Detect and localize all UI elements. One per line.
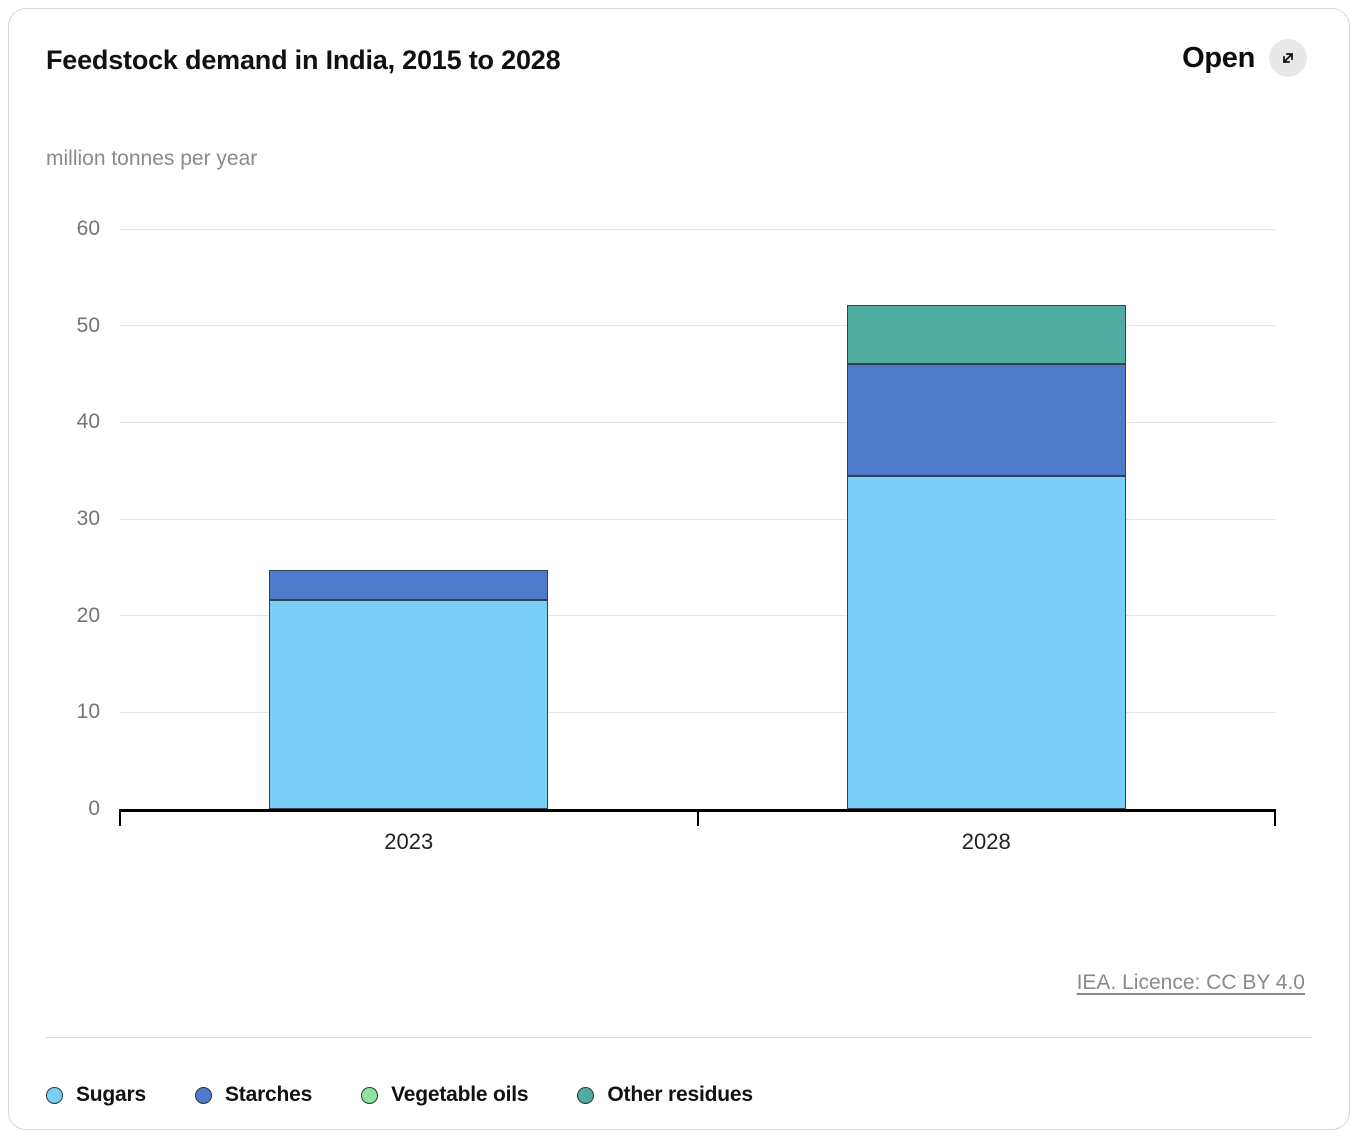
- legend-label: Other residues: [607, 1083, 753, 1106]
- bar-segment-sugars[interactable]: [269, 600, 549, 809]
- bar-segment-starches[interactable]: [269, 570, 549, 601]
- legend-label: Starches: [225, 1083, 313, 1106]
- legend-swatch-icon: [577, 1086, 595, 1104]
- y-axis-label: 50: [76, 313, 100, 337]
- y-axis-label: 30: [76, 507, 100, 530]
- bar-segment-other-residues[interactable]: [846, 305, 1126, 365]
- gridline: [120, 325, 1275, 327]
- chart-legend: Sugars Starches Vegetable oils Other residu…: [46, 1073, 753, 1117]
- y-axis-unit-label: million tonnes per year: [46, 147, 258, 170]
- open-button-label: Open: [1182, 41, 1255, 74]
- x-axis-label: 2023: [384, 829, 434, 854]
- gridline: [120, 711, 1275, 713]
- legend-item-starches[interactable]: Starches: [195, 1083, 312, 1107]
- legend-swatch-icon: [361, 1086, 379, 1104]
- chart-title: Feedstock demand in India, 2015 to 2028: [46, 45, 561, 75]
- x-axis-tick: [1274, 809, 1276, 826]
- y-axis-label: 0: [88, 797, 100, 820]
- y-axis-label: 20: [76, 603, 100, 627]
- license-link[interactable]: IEA. Licence: CC BY 4.0: [1076, 971, 1305, 994]
- open-button[interactable]: Open: [1182, 39, 1307, 77]
- open-external-icon: [1269, 39, 1307, 77]
- gridline: [120, 228, 1275, 230]
- x-axis-tick: [119, 809, 121, 826]
- gridline: [120, 518, 1275, 520]
- bar-segment-starches[interactable]: [846, 364, 1126, 477]
- footer-divider: [46, 1037, 1312, 1038]
- legend-swatch-icon: [46, 1086, 63, 1104]
- y-axis-label: 60: [76, 217, 100, 240]
- legend-label: Vegetable oils: [391, 1083, 529, 1106]
- y-axis-label: 10: [76, 700, 100, 724]
- chart-card: Feedstock demand in India, 2015 to 2028 …: [8, 8, 1350, 1130]
- legend-item-sugars[interactable]: Sugars: [46, 1083, 146, 1107]
- legend-swatch-icon: [195, 1086, 212, 1104]
- plot-area: 0 10 20 30 40 50 60 2023 2028: [77, 217, 1276, 854]
- legend-item-other-residues[interactable]: Other residues: [577, 1083, 753, 1107]
- bar-segment-sugars[interactable]: [846, 476, 1126, 809]
- gridline: [120, 421, 1275, 423]
- gridline: [120, 615, 1275, 617]
- x-axis-label: 2028: [961, 829, 1011, 854]
- x-axis-tick: [696, 809, 699, 826]
- legend-label: Sugars: [76, 1083, 146, 1106]
- legend-item-vegetable-oils[interactable]: Vegetable oils: [361, 1083, 529, 1107]
- y-axis-label: 40: [76, 410, 100, 434]
